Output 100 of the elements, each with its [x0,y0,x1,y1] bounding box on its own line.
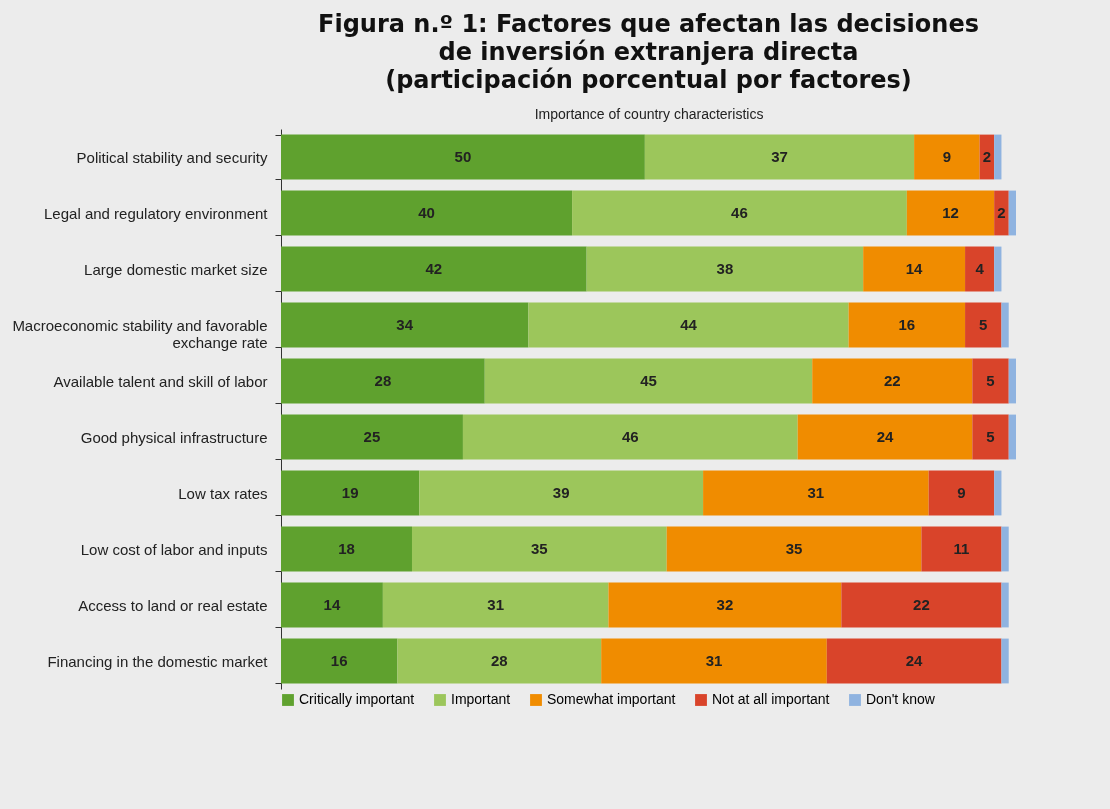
y-tick-label: Political stability and security [76,148,268,166]
bar [1001,526,1009,572]
data-label: 18 [338,540,355,557]
bar [281,414,463,460]
bar [972,358,1009,404]
data-label: 32 [716,596,734,613]
bar [965,302,1002,348]
legend-label: Somewhat important [547,691,676,707]
data-label: 46 [621,428,639,445]
data-label: 14 [323,596,341,613]
bar [382,582,609,628]
bar [462,414,798,460]
bar [397,638,602,684]
data-label: 42 [425,260,443,277]
data-label: 11 [953,540,970,557]
data-label: 31 [705,652,723,669]
data-label: 35 [531,540,548,557]
data-label: 24 [876,428,895,445]
data-label: 25 [363,428,381,445]
bar [841,582,1002,628]
data-label: 44 [680,316,698,333]
y-tick-label: Access to land or real estate [78,596,268,614]
bar [914,134,980,180]
y-tick-label: Good physical infrastructure [80,428,268,446]
bar [281,302,529,348]
bar [826,638,1002,684]
data-label: 4 [975,260,985,277]
bar [484,358,813,404]
data-label: 28 [490,652,508,669]
bar [994,190,1009,236]
data-label: 5 [986,428,995,445]
bar [1001,582,1009,628]
data-label: 31 [487,596,505,613]
bar [281,134,645,180]
bar [848,302,966,348]
data-label: 22 [883,372,901,389]
chart-title: Figura n.º 1: Factores que afectan las decisiones de inversión extranjera directa (participación porcentual por factores) [318,10,979,94]
bar [906,190,995,236]
bar [797,414,973,460]
y-tick-label: Low tax rates [178,484,268,502]
data-label: 35 [785,540,803,557]
y-tick-label: Macroeconomic stability and favorable exchange rate [12,316,268,351]
data-label: 38 [716,260,734,277]
bar [928,470,995,516]
bar [994,134,1002,180]
bar [281,526,412,572]
data-label: 19 [341,484,359,501]
y-tick-label: Financing in the domestic market [47,652,269,670]
bar [994,470,1002,516]
bar [281,190,573,236]
legend-label: Critically important [299,691,415,707]
legend-label: Important [451,691,511,707]
data-label: 9 [957,484,966,501]
y-tick-label: Available talent and skill of labor [53,372,268,390]
data-label: 22 [913,596,930,613]
bar [281,470,420,516]
bar [528,302,849,348]
bar [703,470,929,516]
bar [644,134,915,180]
data-label: 9 [942,148,952,165]
bar [994,246,1002,292]
data-label: 5 [979,316,988,333]
data-label: 5 [986,372,995,389]
data-label: 24 [905,652,924,669]
data-label: 2 [982,148,992,165]
data-label: 28 [374,372,392,389]
data-label: 31 [807,484,825,501]
data-label: 46 [731,204,748,221]
bar [1008,414,1016,460]
bar [608,582,842,628]
data-label: 14 [905,260,924,277]
bar [586,246,864,292]
bar [281,246,587,292]
data-label: 16 [898,316,916,333]
data-label: 16 [330,652,348,669]
y-tick-label: Large domestic market size [84,260,268,278]
bar [281,638,398,684]
legend-label: Not at all important [712,691,830,707]
data-label: 50 [454,148,472,165]
data-label: 45 [640,372,657,389]
bar [965,246,995,292]
legend-label: Don't know [866,691,936,707]
chart-subtitle: Importance of country characteristics [534,105,764,122]
y-tick-label: Low cost of labor and inputs [80,540,268,558]
bar [419,470,704,516]
data-label: 37 [771,148,788,165]
bar [601,638,827,684]
bar [1001,638,1009,684]
y-tick-label: Legal and regulatory environment [44,204,269,222]
data-label: 34 [396,316,414,333]
bar [972,414,1009,460]
bar [863,246,966,292]
bar [281,358,485,404]
bar [411,526,667,572]
bar [1008,190,1016,236]
bar [572,190,907,236]
bar [921,526,1002,572]
bar [666,526,922,572]
data-label: 39 [552,484,570,501]
bar [1008,358,1016,404]
